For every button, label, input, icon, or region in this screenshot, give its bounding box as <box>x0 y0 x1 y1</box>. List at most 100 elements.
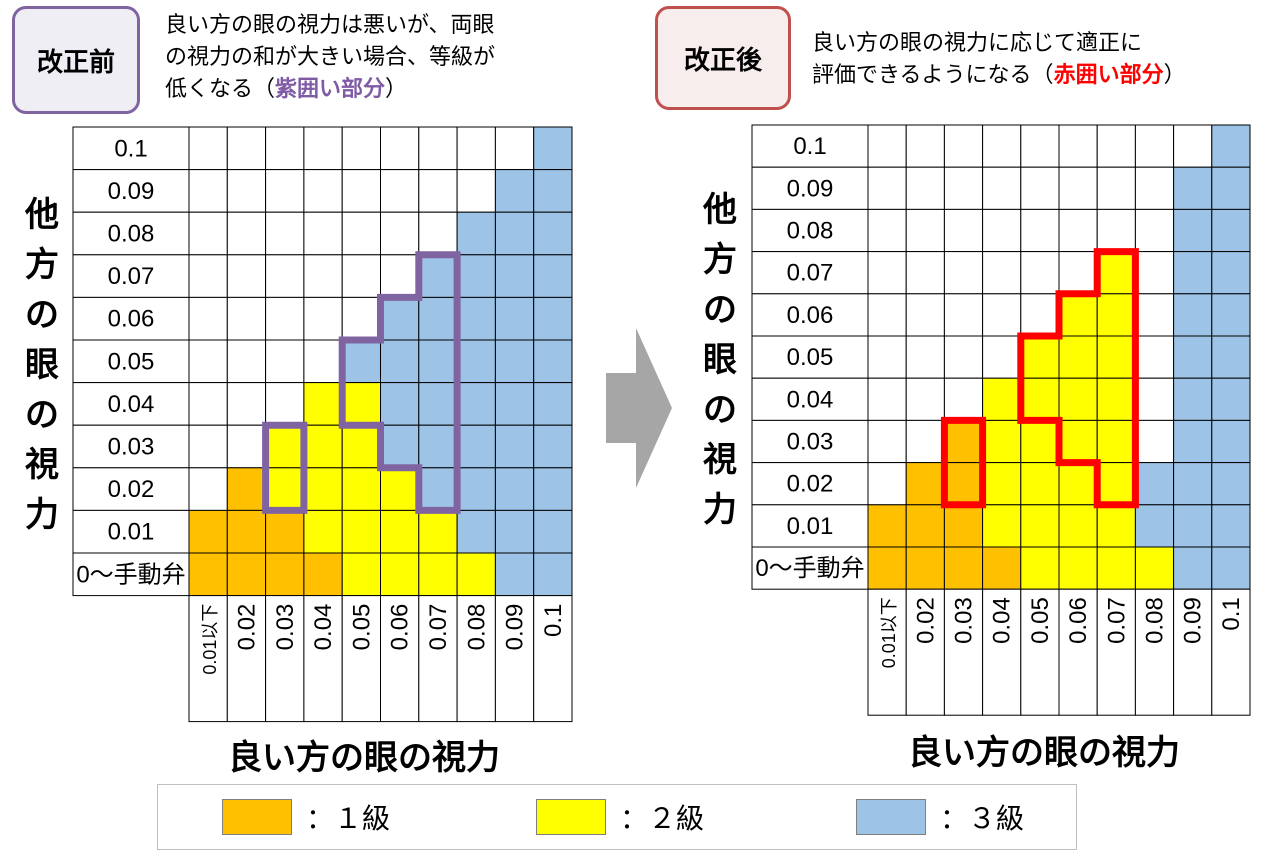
legend-swatch <box>856 799 926 835</box>
x-axis-title-after: 良い方の眼の視力 <box>908 733 1180 773</box>
after-cell <box>1096 335 1136 379</box>
after-col-label-cell <box>1211 588 1251 716</box>
y-axis-title-char: の <box>25 295 59 335</box>
before-cell <box>418 552 458 597</box>
y-axis-title-char: 視 <box>25 445 59 485</box>
before-cell <box>456 424 496 469</box>
after-col-label-cell <box>1020 588 1060 716</box>
after-cell <box>905 251 945 295</box>
after-row-label: 0.02 <box>787 471 834 498</box>
before-cell <box>303 169 343 213</box>
after-cell <box>943 208 984 253</box>
after-cell <box>1211 124 1251 168</box>
after-cell <box>1058 419 1098 464</box>
before-cell <box>265 339 305 384</box>
after-cell <box>867 419 907 464</box>
after-cell <box>1020 377 1060 421</box>
after-cell <box>905 504 945 548</box>
before-cell <box>303 211 343 256</box>
before-label: 改正前 <box>12 6 140 114</box>
after-cell <box>982 377 1022 421</box>
before-cell <box>188 169 228 213</box>
after-cell <box>1134 124 1175 168</box>
after-cell <box>905 419 945 464</box>
after-cell <box>1096 419 1136 464</box>
after-cell <box>1058 293 1098 337</box>
before-cell <box>188 126 228 171</box>
after-cell <box>1096 377 1136 421</box>
after-cell <box>1134 293 1175 337</box>
after-desc-line2: 評価できるようになる（赤囲い部分） <box>812 60 1272 92</box>
before-cell <box>265 126 305 171</box>
before-cell <box>533 467 573 511</box>
after-cell <box>867 251 907 295</box>
before-cell <box>265 254 305 298</box>
after-cell <box>1134 504 1175 548</box>
after-cell <box>1173 251 1213 295</box>
after-cell <box>943 166 984 210</box>
before-cell <box>456 509 496 554</box>
after-cell <box>1020 293 1060 337</box>
after-cell <box>943 377 984 421</box>
before-desc-line2: の視力の和が大きい場合、等級が <box>165 45 496 70</box>
before-cell <box>418 339 458 384</box>
before-cell <box>533 424 573 469</box>
before-col-label: 0.05 <box>348 604 375 651</box>
after-cell <box>1058 251 1098 295</box>
before-cell <box>494 296 535 341</box>
after-cell <box>1211 462 1251 506</box>
before-col-label-cell <box>188 595 228 723</box>
before-col-label: 0.07 <box>425 604 452 651</box>
before-cell <box>494 509 535 554</box>
after-cell <box>1173 208 1213 253</box>
before-cell <box>380 467 420 511</box>
before-cell <box>226 339 267 384</box>
before-cell <box>226 424 267 469</box>
before-description: 良い方の眼の視力は悪いが、両眼 の視力の和が大きい場合、等級が 低くなる（紫囲い… <box>165 10 585 106</box>
before-cell <box>265 296 305 341</box>
legend-swatch <box>222 799 292 835</box>
before-col-label: 0.01以下 <box>200 604 220 675</box>
after-cell <box>1134 419 1175 464</box>
after-cell <box>1173 419 1213 464</box>
before-col-label-cell <box>456 595 496 723</box>
before-cell <box>494 424 535 469</box>
before-cell <box>265 211 305 256</box>
after-cell <box>1211 166 1251 210</box>
before-cell <box>303 254 343 298</box>
after-cell <box>867 124 907 168</box>
before-grid: 0.1 0.09 0.08 0.07 0.06 0.05 0.04 0.03 0.02 0.01 0… <box>72 126 573 723</box>
before-cell <box>265 382 305 426</box>
before-cell <box>303 552 343 597</box>
after-cell <box>1058 124 1098 168</box>
after-row-label: 0.05 <box>787 344 834 371</box>
after-cell <box>1134 251 1175 295</box>
after-cell <box>905 335 945 379</box>
before-col-label: 0.06 <box>387 604 414 651</box>
before-cell <box>494 552 535 597</box>
before-cell <box>418 382 458 426</box>
before-cell <box>418 424 458 469</box>
y-axis-title-char: 視 <box>703 440 737 480</box>
before-row-label: 0.08 <box>108 221 155 248</box>
after-col-label: 0.04 <box>989 597 1016 644</box>
y-axis-title-char: 力 <box>25 495 59 535</box>
after-row-label-cell <box>751 504 869 548</box>
after-col-label: 0.05 <box>1027 597 1054 644</box>
before-cell <box>494 169 535 213</box>
after-cell <box>1134 462 1175 506</box>
before-row-label: 0.1 <box>114 135 147 162</box>
before-cell <box>533 382 573 426</box>
after-cell <box>1096 166 1136 210</box>
after-cell <box>867 546 907 590</box>
before-cell <box>303 126 343 171</box>
after-row-label: 0.06 <box>787 302 834 329</box>
before-col-label: 0.04 <box>310 604 337 651</box>
before-cell <box>341 126 382 171</box>
after-cell <box>943 419 984 464</box>
before-cell <box>341 552 382 597</box>
before-cell <box>188 339 228 384</box>
legend-item: ：３級 <box>856 799 1024 835</box>
after-cell <box>905 377 945 421</box>
after-col-label-cell <box>867 588 907 716</box>
